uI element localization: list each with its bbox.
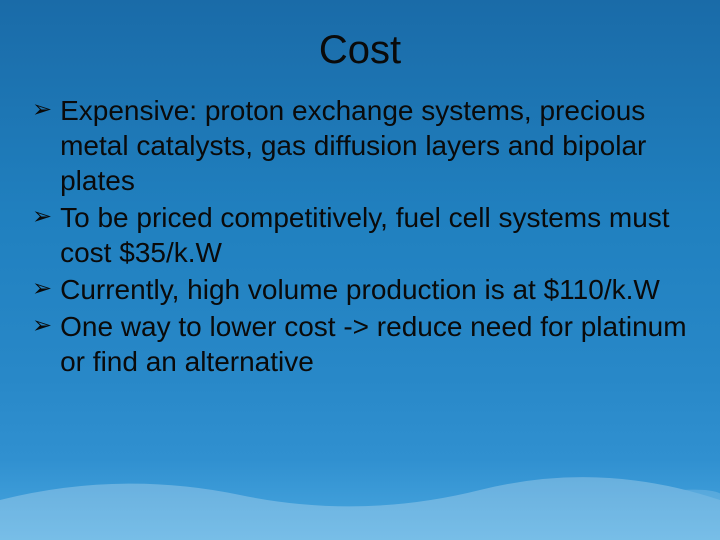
bullet-text: Expensive: proton exchange systems, prec…: [60, 93, 692, 198]
list-item: ➢ To be priced competitively, fuel cell …: [32, 200, 692, 270]
list-item: ➢ Expensive: proton exchange systems, pr…: [32, 93, 692, 198]
bullet-marker-icon: ➢: [32, 200, 52, 232]
wave-decoration-icon: [0, 450, 720, 540]
list-item: ➢ One way to lower cost -> reduce need f…: [32, 309, 692, 379]
bullet-text: Currently, high volume production is at …: [60, 272, 692, 307]
bullet-marker-icon: ➢: [32, 309, 52, 341]
bullet-marker-icon: ➢: [32, 93, 52, 125]
bullet-text: To be priced competitively, fuel cell sy…: [60, 200, 692, 270]
bullet-list: ➢ Expensive: proton exchange systems, pr…: [0, 93, 720, 379]
bullet-marker-icon: ➢: [32, 272, 52, 304]
bullet-text: One way to lower cost -> reduce need for…: [60, 309, 692, 379]
slide-title: Cost: [0, 0, 720, 93]
list-item: ➢ Currently, high volume production is a…: [32, 272, 692, 307]
